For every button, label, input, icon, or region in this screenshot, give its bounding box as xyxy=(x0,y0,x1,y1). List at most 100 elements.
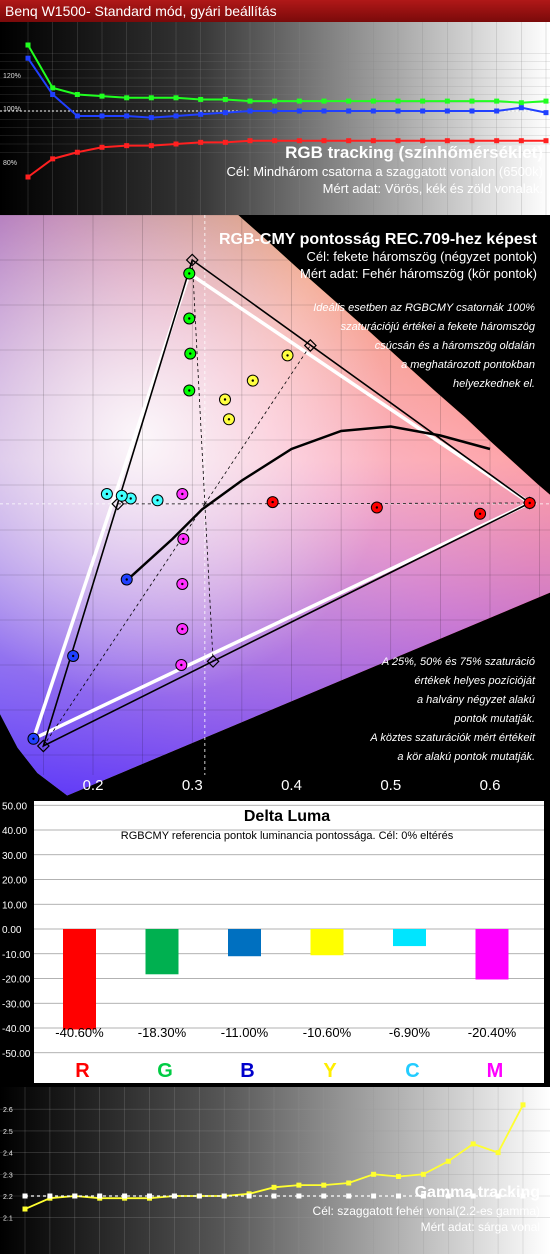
gamma-line2: Mért adat: sárga vonal xyxy=(421,1220,540,1234)
gamma-point-1-4 xyxy=(122,1193,128,1199)
luma-ytick-4: 10.00 xyxy=(2,900,27,911)
cie-note1-3: a meghatározott pontokban xyxy=(401,359,535,371)
gamma-point-0-11 xyxy=(296,1182,302,1188)
rgb-point-0-4 xyxy=(124,143,130,149)
rgb-point-2-11 xyxy=(296,108,302,114)
cie-title: RGB-CMY pontosság REC.709-hez képest xyxy=(219,231,538,248)
rgb-point-2-19 xyxy=(494,108,500,114)
rgb-point-1-11 xyxy=(296,98,302,104)
rgb-point-2-9 xyxy=(247,108,253,114)
luma-subtitle: RGBCMY referencia pontok luminancia pont… xyxy=(121,830,454,842)
rgb-line2: Mért adat: Vörös, kék és zöld vonalak. xyxy=(323,181,543,196)
rgb-point-1-6 xyxy=(173,95,179,101)
gamma-point-1-16 xyxy=(420,1193,426,1199)
rgb-point-1-21 xyxy=(543,98,549,104)
rgb-point-0-6 xyxy=(173,141,179,147)
luma-ytick-8: -30.00 xyxy=(2,999,31,1010)
gamma-point-1-18 xyxy=(470,1193,476,1199)
gamma-point-0-16 xyxy=(420,1171,426,1177)
rgb-point-2-8 xyxy=(222,110,228,116)
gamma-title: Gamma tracking xyxy=(415,1184,540,1201)
rgb-ytick-100: 100% xyxy=(3,106,21,113)
rgb-point-0-5 xyxy=(148,143,154,149)
gamma-point-0-10 xyxy=(271,1184,277,1190)
target-point-3 xyxy=(303,338,317,353)
rgb-point-0-16 xyxy=(420,138,426,144)
rgb-tracking-chart: 120% 100% 80% RGB tracking (színhőmérsék… xyxy=(0,22,550,215)
gamma-point-0-0 xyxy=(22,1206,28,1212)
rgb-point-2-12 xyxy=(321,108,327,114)
gamma-point-1-14 xyxy=(371,1193,377,1199)
cie-note2-3: pontok mutatják. xyxy=(453,713,535,725)
luma-ytick-1: 40.00 xyxy=(2,826,27,837)
gamma-point-1-17 xyxy=(445,1193,451,1199)
gamma-ytick-4: 2.2 xyxy=(3,1194,13,1201)
rgb-point-2-2 xyxy=(74,113,80,119)
page-header: Benq W1500- Standard mód, gyári beállítá… xyxy=(0,0,550,22)
rgb-point-1-4 xyxy=(124,95,130,101)
gamma-ytick-2: 2.4 xyxy=(3,1151,13,1158)
rgb-line1: Cél: Mindhárom csatorna a szaggatott von… xyxy=(226,164,543,179)
rgb-point-1-1 xyxy=(50,85,56,91)
gamma-chart: 2.6 2.5 2.4 2.3 2.2 2.1 Gamma tracking Cél: s… xyxy=(0,1087,550,1254)
rgb-point-0-1 xyxy=(50,156,56,162)
cie-note2-2: a halvány négyzet alakú xyxy=(417,694,535,706)
cie-note1-4: helyezkednek el. xyxy=(453,378,535,390)
rgb-point-1-15 xyxy=(395,98,401,104)
rgb-point-0-15 xyxy=(395,138,401,144)
cie-panel: RGB-CMY pontosság REC.709-hez képest Cél… xyxy=(0,215,550,797)
rgb-point-1-3 xyxy=(99,93,105,99)
luma-ytick-10: -50.00 xyxy=(2,1049,31,1060)
rgb-point-2-13 xyxy=(346,108,352,114)
gamma-point-1-0 xyxy=(22,1193,28,1199)
target-point-5 xyxy=(206,654,220,668)
rgb-point-2-7 xyxy=(198,111,204,117)
rgb-point-2-18 xyxy=(469,108,475,114)
luma-value-G: -18.30% xyxy=(138,1025,187,1040)
gamma-point-1-19 xyxy=(495,1193,501,1199)
gamma-point-1-9 xyxy=(246,1193,252,1199)
cie-chart: RGB-CMY pontosság REC.709-hez képest Cél… xyxy=(0,215,550,797)
rgb-point-2-5 xyxy=(148,115,154,121)
rgb-point-0-18 xyxy=(469,138,475,144)
gamma-line1: Cél: szaggatott fehér vonal(2.2-es gamma… xyxy=(313,1204,540,1218)
cie-xtick-2: 0.4 xyxy=(281,777,302,794)
cie-xtick-4: 0.6 xyxy=(480,777,501,794)
gamma-point-0-13 xyxy=(346,1180,352,1186)
rgb-ytick-120: 120% xyxy=(3,73,21,80)
gamma-point-0-15 xyxy=(396,1173,401,1179)
cie-xtick-0: 0.2 xyxy=(83,777,104,794)
cie-note1-2: csúcsán és a háromszög oldalán xyxy=(375,340,535,352)
rgb-point-0-20 xyxy=(518,138,524,144)
luma-bar-C xyxy=(393,929,426,947)
luma-bar-M xyxy=(475,929,509,980)
rgb-point-1-14 xyxy=(370,98,376,104)
rgb-point-1-0 xyxy=(25,42,31,48)
rgb-point-2-1 xyxy=(50,92,56,97)
gamma-point-1-2 xyxy=(72,1193,78,1199)
cie-line2: Mért adat: Fehér háromszög (kör pontok) xyxy=(300,266,537,281)
cie-note1-1: szaturációjú értékei a fekete háromszög xyxy=(341,321,536,333)
luma-ytick-7: -20.00 xyxy=(2,975,31,986)
luma-ytick-5: 0.00 xyxy=(2,925,22,936)
rgb-point-1-5 xyxy=(148,95,154,101)
rgb-point-2-0 xyxy=(25,55,31,61)
target-point-1 xyxy=(185,253,199,267)
luma-ytick-0: 50.00 xyxy=(2,801,27,812)
rgb-point-0-17 xyxy=(444,138,450,144)
luma-category-R: R xyxy=(75,1060,90,1082)
gamma-point-1-13 xyxy=(346,1193,352,1199)
luma-bar-Y xyxy=(310,929,344,956)
gamma-point-0-14 xyxy=(371,1171,377,1177)
luma-bar-R xyxy=(63,929,96,1030)
rgb-tracking-panel: 120% 100% 80% RGB tracking (színhőmérsék… xyxy=(0,22,550,215)
rgb-point-2-6 xyxy=(173,113,179,119)
luma-value-B: -11.00% xyxy=(221,1025,269,1040)
rgb-point-2-4 xyxy=(124,113,130,119)
gamma-panel: 2.6 2.5 2.4 2.3 2.2 2.1 Gamma tracking Cél: s… xyxy=(0,1087,550,1254)
target-triangle xyxy=(42,258,532,748)
cie-line1: Cél: fekete háromszög (négyzet pontok) xyxy=(306,249,537,264)
gamma-point-1-11 xyxy=(296,1193,302,1199)
rgb-point-1-20 xyxy=(518,100,524,106)
rgb-point-0-3 xyxy=(99,144,105,150)
